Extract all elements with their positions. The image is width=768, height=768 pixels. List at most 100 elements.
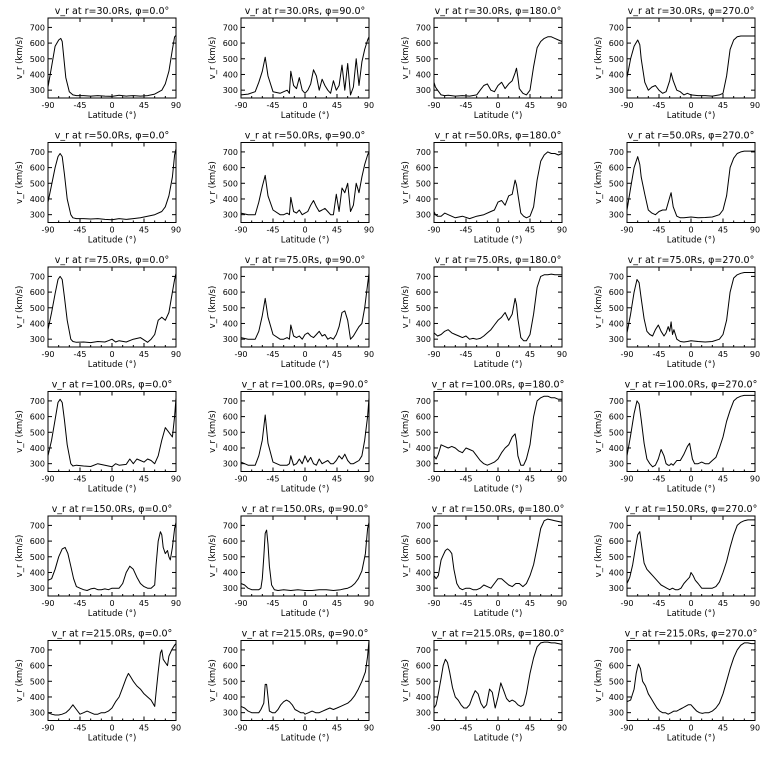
y-axis-label: v_r (km/s)	[401, 410, 411, 453]
x-tick-label: -45	[73, 724, 86, 733]
x-tick-label: 45	[139, 226, 149, 235]
x-tick-label: 45	[718, 599, 728, 608]
x-axis-label: Latitude (°)	[88, 734, 137, 744]
x-tick-label: 90	[557, 599, 567, 608]
y-axis-label: v_r (km/s)	[594, 535, 604, 578]
x-tick-label: 45	[332, 599, 342, 608]
y-tick-label: 500	[30, 428, 45, 437]
x-tick-label: -45	[652, 599, 665, 608]
y-axis-label: v_r (km/s)	[15, 161, 25, 204]
y-tick-label: 400	[609, 319, 624, 328]
x-tick-label: -45	[459, 226, 472, 235]
chart-panel: v_r at r=100.0Rs, φ=270.0° -90 -45 0 45 90 300…	[594, 380, 760, 495]
x-tick-label: 0	[495, 350, 500, 359]
x-tick-label: -45	[73, 101, 86, 110]
chart-title: v_r at r=100.0Rs, φ=90.0°	[242, 380, 369, 391]
x-tick-label: 0	[495, 101, 500, 110]
y-tick-label: 300	[30, 584, 45, 593]
plot-frame	[626, 142, 756, 223]
chart-panel: v_r at r=75.0Rs, φ=180.0° -90 -45 0 45 90 300 4…	[401, 255, 567, 370]
x-tick-label: -90	[234, 475, 247, 484]
y-tick-label: 600	[416, 288, 431, 297]
x-axis-label: Latitude (°)	[88, 111, 137, 121]
y-tick-label: 500	[609, 677, 624, 686]
x-tick-label: -45	[73, 226, 86, 235]
x-tick-label: 45	[139, 599, 149, 608]
y-axis-label: v_r (km/s)	[401, 161, 411, 204]
x-axis-label: Latitude (°)	[281, 734, 330, 744]
y-tick-label: 700	[609, 521, 624, 530]
series-line	[433, 151, 563, 220]
chart-panel: v_r at r=50.0Rs, φ=270.0° -90 -45 0 45 90 300 4…	[594, 131, 760, 246]
y-tick-label: 300	[223, 584, 238, 593]
chart-title: v_r at r=30.0Rs, φ=180.0°	[435, 6, 562, 17]
y-tick-label: 600	[609, 288, 624, 297]
y-tick-label: 500	[416, 677, 431, 686]
plot-frame	[47, 142, 177, 223]
chart-panel: v_r at r=150.0Rs, φ=270.0° -90 -45 0 45 90 300…	[594, 504, 760, 619]
y-axis-label: v_r (km/s)	[208, 286, 218, 329]
x-tick-label: -45	[459, 599, 472, 608]
y-tick-label: 700	[609, 23, 624, 32]
chart-title: v_r at r=30.0Rs, φ=90.0°	[245, 6, 366, 17]
y-axis-label: v_r (km/s)	[401, 286, 411, 329]
y-tick-label: 300	[609, 335, 624, 344]
y-tick-label: 300	[609, 211, 624, 220]
x-tick-label: -90	[234, 350, 247, 359]
y-tick-label: 700	[609, 646, 624, 655]
series-line	[626, 272, 755, 343]
chart-panel: v_r at r=30.0Rs, φ=180.0° -90 -45 0 45 90 300 4…	[401, 6, 567, 121]
y-tick-label: 300	[223, 460, 238, 469]
y-tick-label: 700	[416, 646, 431, 655]
y-tick-label: 700	[30, 397, 45, 406]
y-tick-label: 600	[223, 413, 238, 422]
chart-panel: v_r at r=100.0Rs, φ=180.0° -90 -45 0 45 90 300…	[401, 380, 567, 495]
x-axis-label: Latitude (°)	[667, 360, 716, 370]
y-tick-label: 500	[609, 428, 624, 437]
y-tick-label: 300	[609, 460, 624, 469]
plot-frame	[240, 142, 370, 223]
chart-panel: v_r at r=50.0Rs, φ=0.0° -90 -45 0 45 90 300 400…	[15, 131, 181, 246]
x-tick-label: 90	[364, 101, 374, 110]
y-tick-label: 400	[416, 319, 431, 328]
x-axis-label: Latitude (°)	[474, 360, 523, 370]
x-tick-label: 90	[364, 724, 374, 733]
x-tick-label: 0	[302, 101, 307, 110]
series-line	[240, 36, 370, 96]
series-line	[626, 150, 755, 219]
x-axis-label: Latitude (°)	[88, 609, 137, 619]
x-axis-label: Latitude (°)	[474, 485, 523, 495]
x-tick-label: 0	[688, 101, 693, 110]
y-tick-label: 300	[30, 335, 45, 344]
chart-title: v_r at r=50.0Rs, φ=270.0°	[628, 131, 755, 142]
y-axis-label: v_r (km/s)	[208, 535, 218, 578]
y-axis-label: v_r (km/s)	[594, 286, 604, 329]
x-tick-label: -90	[234, 226, 247, 235]
x-tick-label: 0	[109, 475, 114, 484]
y-tick-label: 500	[30, 553, 45, 562]
y-tick-label: 600	[223, 662, 238, 671]
y-tick-label: 400	[223, 693, 238, 702]
chart-title: v_r at r=50.0Rs, φ=90.0°	[245, 131, 366, 142]
x-axis-label: Latitude (°)	[474, 236, 523, 246]
x-tick-label: -90	[427, 475, 440, 484]
x-tick-label: 90	[364, 599, 374, 608]
y-tick-label: 600	[30, 288, 45, 297]
x-tick-label: 45	[139, 724, 149, 733]
chart-title: v_r at r=215.0Rs, φ=90.0°	[242, 629, 369, 640]
y-tick-label: 300	[416, 709, 431, 718]
x-tick-label: 45	[332, 101, 342, 110]
x-tick-label: 90	[171, 350, 181, 359]
y-tick-label: 600	[416, 39, 431, 48]
x-tick-label: 0	[495, 226, 500, 235]
y-tick-label: 700	[30, 272, 45, 281]
y-tick-label: 300	[416, 460, 431, 469]
y-tick-label: 400	[416, 195, 431, 204]
y-tick-label: 600	[223, 537, 238, 546]
x-tick-label: 90	[171, 599, 181, 608]
x-tick-label: -90	[41, 475, 54, 484]
chart-title: v_r at r=75.0Rs, φ=0.0°	[55, 255, 170, 266]
series-line	[433, 36, 563, 97]
x-tick-label: 45	[718, 475, 728, 484]
x-axis-label: Latitude (°)	[667, 111, 716, 121]
